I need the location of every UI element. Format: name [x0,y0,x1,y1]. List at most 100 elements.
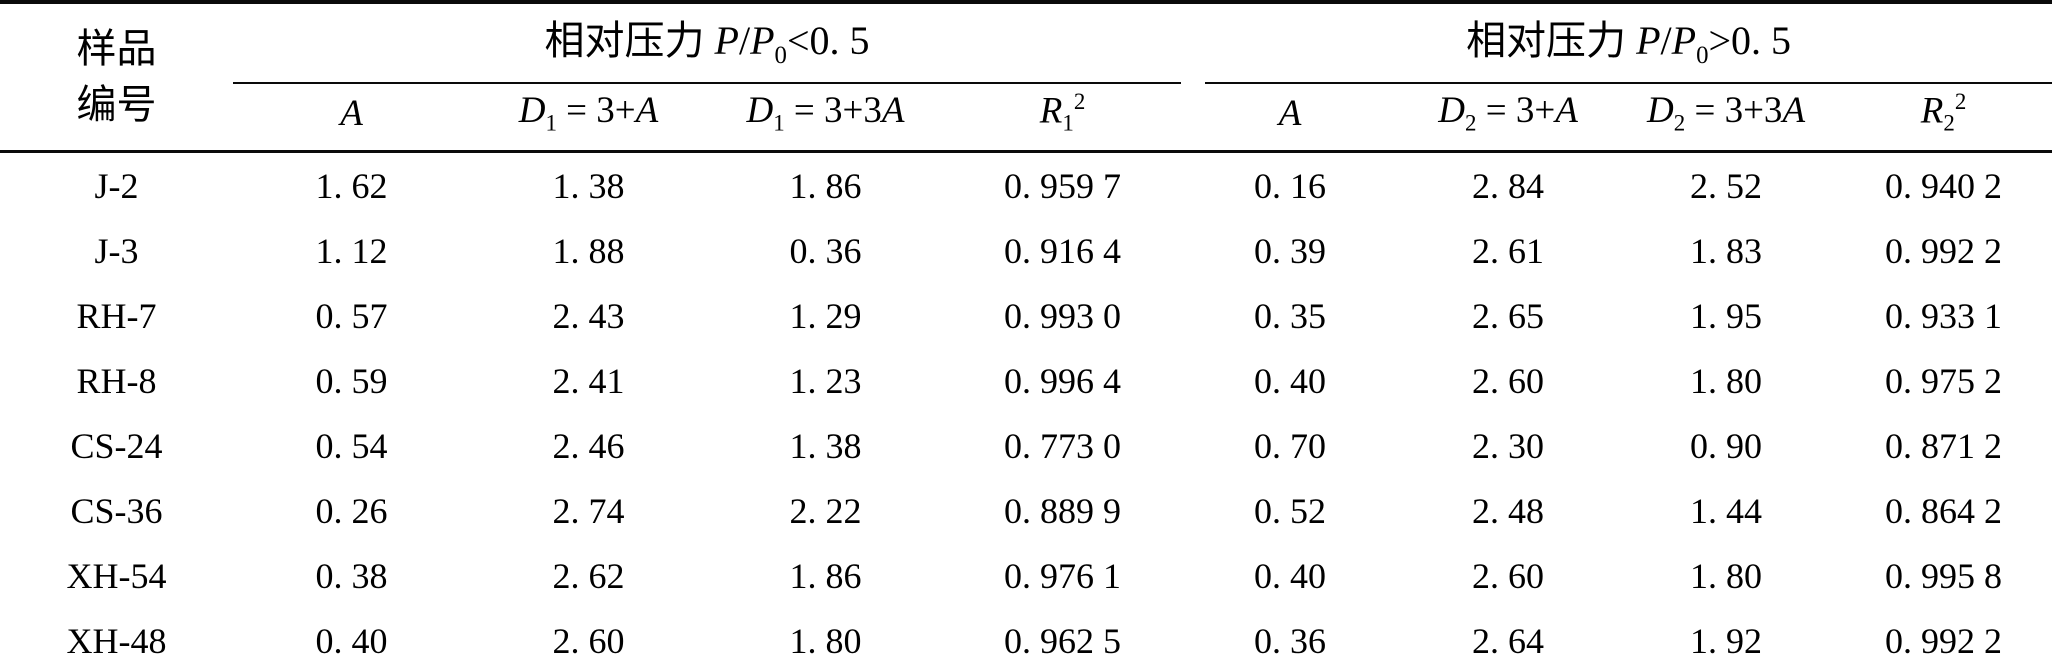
sample-id-cell: RH-7 [76,295,157,336]
value-cell: 0. 90 [1690,425,1763,466]
sample-id-cell: J-2 [94,165,139,206]
value-cell: 0. 933 1 [1885,295,2003,336]
column-header-r2-squared: R22 [1835,84,2052,153]
var-P-icon: P [714,18,739,63]
value-cell: 1. 38 [789,425,862,466]
value-cell: 0. 36 [1254,620,1327,661]
value-cell: 0. 52 [1254,490,1327,531]
table-row: CS-24 0. 54 2. 46 1. 38 0. 773 0 0. 70 2. 30 0.… [0,413,2052,478]
value-cell: 2. 64 [1472,620,1545,661]
value-cell: 2. 30 [1472,425,1545,466]
value-cell: 2. 46 [552,425,625,466]
sample-id-cell: XH-48 [66,620,167,661]
group-title-high: 相对压力 P/P0>0. 5 [1205,4,2052,84]
value-cell: 1. 80 [789,620,862,661]
column-header-a-low: A [233,84,470,153]
value-cell: 0. 57 [315,295,388,336]
header-group-row: 样品 编号 相对压力 P/P0<0. 5 相对压力 P/P0>0. 5 [0,2,2052,153]
value-cell: 0. 26 [315,490,388,531]
column-header-a-high: A [1181,84,1400,153]
value-cell: 0. 40 [1254,360,1327,401]
header-sub-row: A D1 = 3+A D1 = 3+3A R12 A D2 = 3+A D2 =… [0,84,2052,153]
sample-id-cell: CS-24 [70,425,163,466]
value-cell: 2. 60 [552,620,625,661]
value-cell: 0. 59 [315,360,388,401]
value-cell: 2. 22 [789,490,862,531]
value-cell: 2. 62 [552,555,625,596]
value-cell: 1. 12 [315,230,388,271]
sample-column-header: 样品 编号 [0,2,233,153]
value-cell: 0. 871 2 [1885,425,2003,466]
value-cell: 1. 29 [789,295,862,336]
value-cell: 0. 975 2 [1885,360,2003,401]
sample-id-cell: RH-8 [76,360,157,401]
group-header-high-relative-pressure: 相对压力 P/P0>0. 5 [1181,2,2052,84]
value-cell: 2. 43 [552,295,625,336]
value-cell: 2. 60 [1472,555,1545,596]
value-cell: 1. 83 [1690,230,1763,271]
sample-id-cell: CS-36 [70,490,163,531]
value-cell: 1. 38 [552,165,625,206]
value-cell: 0. 995 8 [1885,555,2003,596]
value-cell: 1. 23 [789,360,862,401]
value-cell: 0. 35 [1254,295,1327,336]
column-header-d1-33a: D1 = 3+3A [707,84,944,153]
table-body: J-2 1. 62 1. 38 1. 86 0. 959 7 0. 16 2. 84 2. 5… [0,152,2052,667]
group-label: 相对压力 [544,18,715,63]
group-label: 相对压力 [1466,18,1637,63]
value-cell: 2. 41 [552,360,625,401]
table-header: 样品 编号 相对压力 P/P0<0. 5 相对压力 P/P0>0. 5 A D1… [0,2,2052,153]
value-cell: 0. 38 [315,555,388,596]
value-cell: 1. 80 [1690,360,1763,401]
value-cell: 2. 48 [1472,490,1545,531]
column-header-d2-33a: D2 = 3+3A [1617,84,1836,153]
value-cell: 0. 993 0 [1004,295,1122,336]
value-cell: 2. 74 [552,490,625,531]
value-cell: 2. 65 [1472,295,1545,336]
value-cell: 0. 889 9 [1004,490,1122,531]
condition-text: >0. 5 [1708,18,1792,63]
value-cell: 0. 976 1 [1004,555,1122,596]
value-cell: 0. 773 0 [1004,425,1122,466]
sample-header-line2: 编号 [76,82,157,127]
value-cell: 0. 959 7 [1004,165,1122,206]
table-row: XH-54 0. 38 2. 62 1. 86 0. 976 1 0. 40 2. 60 1.… [0,543,2052,608]
value-cell: 0. 40 [315,620,388,661]
value-cell: 2. 61 [1472,230,1545,271]
value-cell: 2. 60 [1472,360,1545,401]
value-cell: 0. 940 2 [1885,165,2003,206]
sub-zero: 0 [1696,42,1709,69]
sample-id-cell: XH-54 [66,555,167,596]
column-header-d2-3a: D2 = 3+A [1399,84,1618,153]
value-cell: 1. 86 [789,165,862,206]
value-cell: 1. 88 [552,230,625,271]
value-cell: 1. 80 [1690,555,1763,596]
value-cell: 1. 95 [1690,295,1763,336]
table-row: J-3 1. 12 1. 88 0. 36 0. 916 4 0. 39 2. 61 1. 8… [0,218,2052,283]
table-row: XH-48 0. 40 2. 60 1. 80 0. 962 5 0. 36 2. 64 1.… [0,608,2052,667]
column-header-r1-squared: R12 [944,84,1182,153]
value-cell: 1. 62 [315,165,388,206]
value-cell: 1. 44 [1690,490,1763,531]
table-row: RH-8 0. 59 2. 41 1. 23 0. 996 4 0. 40 2. 60 1. … [0,348,2052,413]
condition-text: <0. 5 [786,18,870,63]
table-row: CS-36 0. 26 2. 74 2. 22 0. 889 9 0. 52 2. 48 1.… [0,478,2052,543]
var-P0: P [750,18,775,63]
value-cell: 0. 54 [315,425,388,466]
value-cell: 0. 70 [1254,425,1327,466]
value-cell: 0. 40 [1254,555,1327,596]
value-cell: 0. 16 [1254,165,1327,206]
value-cell: 2. 52 [1690,165,1763,206]
var-P-icon: P [1636,18,1661,63]
column-header-d1-3a: D1 = 3+A [470,84,707,153]
value-cell: 0. 864 2 [1885,490,2003,531]
table-row: J-2 1. 62 1. 38 1. 86 0. 959 7 0. 16 2. 84 2. 5… [0,152,2052,219]
slash: / [738,18,751,63]
group-header-low-relative-pressure: 相对压力 P/P0<0. 5 [233,2,1182,84]
sample-header-line1: 样品 [76,26,157,71]
value-cell: 2. 84 [1472,165,1545,206]
group-title-low: 相对压力 P/P0<0. 5 [233,4,1182,84]
value-cell: 0. 992 2 [1885,230,2003,271]
